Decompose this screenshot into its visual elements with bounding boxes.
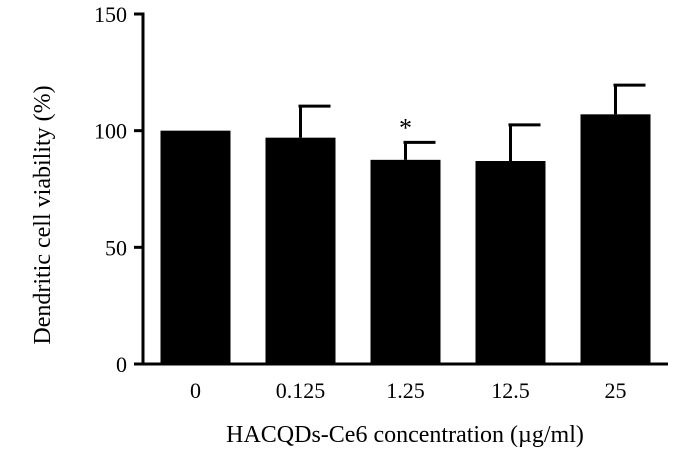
- bar-4: [580, 114, 651, 364]
- significance-marker-2: *: [399, 113, 412, 142]
- bars-group: [160, 114, 651, 364]
- y-ticks-group: 0 50 100 150: [94, 2, 143, 377]
- y-tick-label-3: 150: [94, 2, 127, 27]
- bar-3: [475, 161, 546, 364]
- annotations-group: *: [399, 113, 412, 142]
- y-tick-label-0: 0: [116, 352, 127, 377]
- error-bars-group: [298, 83, 646, 161]
- x-ticks-group: 0 0.125 1.25 12.5 25: [190, 378, 627, 403]
- bar-2: [370, 159, 441, 364]
- x-tick-label-2: 1.25: [386, 378, 425, 403]
- x-tick-label-4: 25: [605, 378, 627, 403]
- x-axis-title: HACQDs-Ce6 concentration (µg/ml): [226, 422, 584, 448]
- y-tick-label-2: 100: [94, 119, 127, 144]
- bar-1: [265, 137, 336, 364]
- x-tick-label-1: 0.125: [276, 378, 326, 403]
- axes-group: [141, 12, 668, 366]
- x-tick-label-0: 0: [190, 378, 201, 403]
- bar-0: [160, 130, 231, 364]
- x-tick-label-3: 12.5: [491, 378, 530, 403]
- y-tick-label-1: 50: [105, 235, 127, 260]
- y-axis-title: Dendritic cell viability (%): [30, 85, 56, 344]
